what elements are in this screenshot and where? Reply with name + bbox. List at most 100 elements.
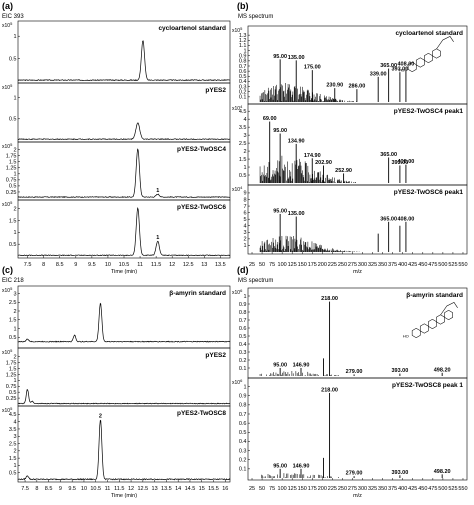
y-tick-label: 4 <box>243 117 246 123</box>
y-tick-label: 7 <box>243 204 246 210</box>
y-tick-label: 3 <box>243 133 246 139</box>
subplot-label: β-amyrin standard <box>169 290 226 297</box>
x-tick-label: 13.5 <box>215 262 226 268</box>
noise-sticks <box>261 473 339 478</box>
y-tick-label: 3.5 <box>9 427 17 433</box>
subplot-label: pYES2-TwOSC8 <box>177 410 226 417</box>
subplot-label: β-amyrin standard <box>406 292 463 299</box>
y-tick-label: 2 <box>13 355 16 361</box>
panel-a-subplot-3: x105 0.5 1 1.5 2 pYES2-TwOSC6 1 <box>2 199 231 259</box>
y-tick-label: 0.4 <box>239 342 247 348</box>
subplot-frame <box>17 82 231 143</box>
y-tick-label: 0.5 <box>239 74 247 80</box>
y-scale-exponent: x106 <box>232 288 243 296</box>
ms-peak-label: 230.90 <box>326 83 343 89</box>
y-tick-label: 1 <box>13 172 16 178</box>
y-tick-label: 0.3 <box>239 350 247 356</box>
panel-a: x105 0.5 1 cycloartenol standard x105 0.5 1 pYE… <box>2 20 231 275</box>
x-tick-label: 200 <box>318 262 327 268</box>
ms-peak-label: 135.00 <box>288 55 305 61</box>
chromatogram-trace <box>17 207 231 257</box>
ms-peak-label: 393.00 <box>391 160 408 166</box>
y-tick-label: 6 <box>243 210 246 216</box>
panel-a-x-axis: 7.5 8 8.5 9 9.5 10 10.5 11 11.5 12 12.5 13 13.5 Time … <box>24 256 226 275</box>
panel-b: x1050.10.20.30.40.50.60.70.80.911.11.21.… <box>232 25 468 275</box>
y-tick-label: 0.5 <box>9 335 17 341</box>
y-scale-exponent: x105 <box>232 26 243 34</box>
ms-peak-label: 146.90 <box>293 363 310 369</box>
panel-a-header: (a) <box>2 1 13 11</box>
y-scale-exponent: x105 <box>2 142 13 150</box>
peak-number-label: 2 <box>99 413 102 419</box>
x-tick-label: 8 <box>42 262 45 268</box>
y-tick-label: 1 <box>243 165 246 171</box>
y-tick-label: 0.6 <box>239 326 247 332</box>
y-tick-label: 0.4 <box>239 79 247 85</box>
y-tick-label: 2 <box>13 309 16 315</box>
x-tick-label: 15.5 <box>208 486 219 492</box>
x-axis-title: Time (min) <box>111 493 137 499</box>
subplot-frame <box>247 103 468 186</box>
y-tick-label: 0.1 <box>239 467 247 473</box>
panel-b-header: (b) <box>237 1 249 11</box>
x-tick-label: 50 <box>259 262 265 268</box>
ms-peak-label: 95.00 <box>273 128 287 134</box>
x-tick-label: 14 <box>175 486 181 492</box>
y-tick-label: 0.75 <box>6 384 17 390</box>
y-tick-label: 0.25 <box>6 190 17 196</box>
y-tick-label: 1 <box>243 384 246 390</box>
x-tick-label: 300 <box>358 486 367 492</box>
panel-c-header: (c) <box>2 265 13 275</box>
ms-peak-label: 365.00 <box>380 152 397 158</box>
y-tick-label: 1.3 <box>239 33 247 39</box>
x-tick-label: 11.5 <box>114 486 124 492</box>
y-tick-label: 0.25 <box>6 396 17 402</box>
x-tick-label: 125 <box>288 486 297 492</box>
x-tick-label: 325 <box>368 486 377 492</box>
panel-d-subplot-0: x106 0.1 0.2 0.3 0.4 0.5 0.6 0.7 0.8 0.9 1 β-amyrin… <box>232 287 468 379</box>
ms-peak-label: 175.00 <box>304 65 321 71</box>
y-tick-label: 0.9 <box>239 394 247 400</box>
subplot-label: pYES2 <box>205 87 226 94</box>
chromatogram-trace <box>17 302 231 343</box>
x-tick-label: 500 <box>438 262 447 268</box>
x-tick-label: 13 <box>201 262 207 268</box>
ms-peak-label: 95.00 <box>273 463 287 469</box>
x-tick-label: 50 <box>259 486 265 492</box>
y-tick-label: 1.5 <box>239 157 247 163</box>
y-tick-label: 0.7 <box>239 318 247 324</box>
y-tick-label: 3 <box>13 434 16 440</box>
plots-layer: x105 0.5 1 cycloartenol standard x105 0.5 1 pYE… <box>2 20 468 499</box>
y-tick-label: 2.5 <box>9 300 17 306</box>
x-tick-label: 25 <box>249 262 255 268</box>
y-tick-label: 2.5 <box>239 141 247 147</box>
y-tick-label: 1 <box>243 48 246 54</box>
y-tick-label: 1 <box>13 463 16 469</box>
noise-sticks <box>259 371 339 376</box>
y-tick-label: 1.2 <box>239 38 247 44</box>
y-scale-exponent: x104 <box>232 185 243 193</box>
y-tick-label: 0.8 <box>239 310 247 316</box>
x-tick-label: 8 <box>35 486 38 492</box>
x-tick-label: 525 <box>448 262 457 268</box>
ms-peak-label: 393.00 <box>391 368 408 374</box>
beta-amyrin-structure-icon: HO <box>403 302 458 339</box>
x-tick-label: 200 <box>318 486 327 492</box>
panel-a-subplot-1: x105 0.5 1 pYES2 <box>2 82 231 143</box>
y-scale-exponent: x105 <box>2 348 13 356</box>
x-tick-label: 9 <box>74 262 77 268</box>
y-scale-exponent: x104 <box>232 104 243 112</box>
y-tick-label: 3 <box>13 291 16 297</box>
ms-peak-label: 95.00 <box>273 54 287 60</box>
ms-peak-label: 95.00 <box>273 208 287 214</box>
y-tick-label: 4.5 <box>9 412 17 418</box>
y-tick-label: 1.5 <box>9 218 17 224</box>
ms-peak-label: 279.00 <box>346 471 363 477</box>
y-tick-label: 0.8 <box>239 59 247 65</box>
y-tick-label: 1.1 <box>239 43 247 49</box>
y-tick-label: 0.3 <box>239 84 247 90</box>
x-tick-label: 8.5 <box>56 262 64 268</box>
